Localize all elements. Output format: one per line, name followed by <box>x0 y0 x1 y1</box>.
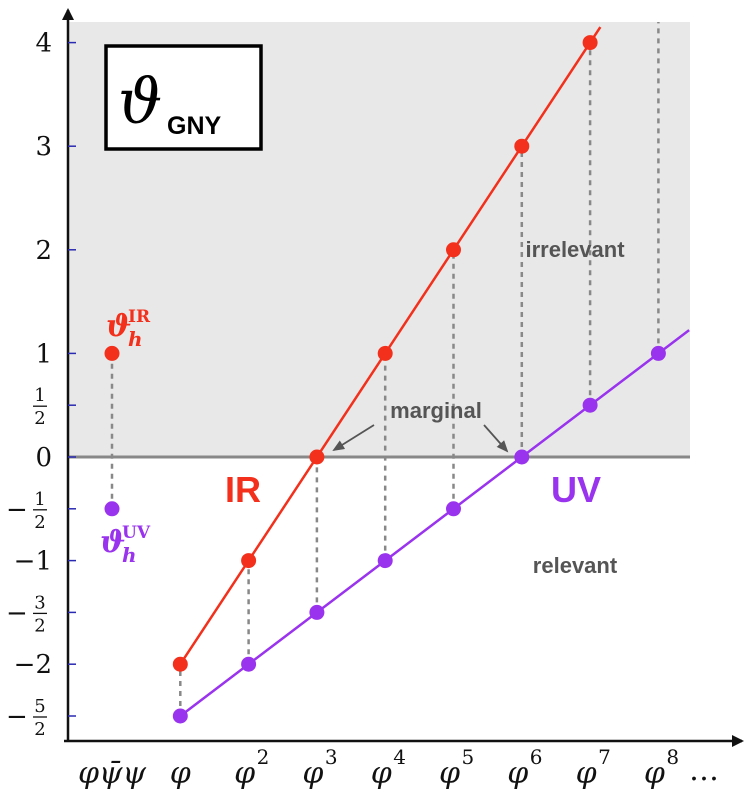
legend-ir-sup: IR <box>128 307 151 327</box>
x-tick-sup-4: 4 <box>393 745 406 769</box>
uv-point-0 <box>104 501 120 517</box>
x-tick-base-4: φ <box>371 756 392 791</box>
uv-point-8 <box>650 345 666 361</box>
y-tick-label-0: 4 <box>35 29 52 59</box>
y-tick-label-frac-4: 12 <box>33 385 47 429</box>
x-tick-label-1: φ <box>170 756 191 791</box>
legend-uv-sup: UV <box>122 523 151 543</box>
x-tick-base-7: φ <box>576 756 597 791</box>
legend-ir-sub: h <box>128 327 143 351</box>
x-tick-base-0: φψ̄ψ <box>78 756 147 791</box>
axes-layer <box>62 8 744 747</box>
y-tick-label-7: −1 <box>14 547 52 577</box>
x-tick-sup-6: 6 <box>530 745 543 769</box>
uv-series-label: UV <box>551 469 601 510</box>
x-axis-ellipsis: … <box>689 753 719 788</box>
marginal-arrow-uv <box>483 424 509 453</box>
y-tick-minus-8: − <box>6 598 28 628</box>
x-tick-sup-3: 3 <box>325 745 338 769</box>
uv-point-2 <box>241 656 257 672</box>
y-tick-label-2: 2 <box>35 236 52 266</box>
y-tick-label-9: −2 <box>14 650 52 680</box>
y-tick-denominator-10: 2 <box>34 719 45 740</box>
ir-point-6 <box>514 138 530 154</box>
y-tick-minus-6: − <box>6 495 28 525</box>
x-tick-base-3: φ <box>302 756 323 791</box>
x-tick-sup-7: 7 <box>598 745 611 769</box>
ir-point-7 <box>582 35 598 51</box>
y-tick-label-5: 0 <box>35 443 52 473</box>
uv-point-4 <box>377 553 393 569</box>
legend-uv-sub: h <box>122 543 137 567</box>
y-tick-numerator-4: 1 <box>34 385 45 406</box>
ir-series-label: IR <box>225 469 261 510</box>
marginal-arrow-ir <box>332 424 375 452</box>
uv-point-1 <box>172 708 188 724</box>
y-tick-label-frac-10: −52 <box>6 696 47 740</box>
y-tick-label-frac-8: −32 <box>6 592 47 636</box>
marginal-label: marginal <box>390 398 482 423</box>
legend-uv-symbol: ϑ <box>100 525 125 560</box>
y-tick-numerator-8: 3 <box>34 592 45 613</box>
title-frame <box>104 44 263 151</box>
y-tick-minus-10: − <box>6 702 28 732</box>
legend-uv: ϑ UV h <box>100 523 151 567</box>
irrelevant-label: irrelevant <box>525 237 625 262</box>
x-tick-base-1: φ <box>170 756 191 791</box>
y-tick-numerator-10: 5 <box>34 696 45 717</box>
x-tick-sup-5: 5 <box>462 745 475 769</box>
x-tick-sup-8: 8 <box>666 745 679 769</box>
y-tick-denominator-8: 2 <box>34 615 45 636</box>
legend-ir: ϑ IR h <box>106 307 151 351</box>
ir-point-4 <box>377 345 393 361</box>
data-point-layer <box>104 35 666 724</box>
uv-point-5 <box>446 501 461 517</box>
legend-ir-symbol: ϑ <box>106 309 131 344</box>
relevant-label: relevant <box>533 553 618 578</box>
x-tick-base-2: φ <box>234 756 255 791</box>
connector-layer <box>110 22 660 716</box>
uv-series-line <box>179 329 690 717</box>
uv-point-6 <box>514 449 530 465</box>
uv-point-3 <box>309 604 325 620</box>
chart-title-box: ϑ GNY <box>104 44 263 151</box>
x-tick-base-6: φ <box>507 756 528 791</box>
y-tick-label-1: 3 <box>35 132 52 162</box>
ir-point-0 <box>104 345 120 361</box>
x-tick-label-0: φψ̄ψ <box>78 756 147 791</box>
y-tick-denominator-4: 2 <box>34 408 45 429</box>
title-symbol: ϑ <box>118 65 162 138</box>
ir-point-1 <box>172 656 188 672</box>
ir-point-2 <box>241 553 257 569</box>
uv-point-7 <box>582 397 598 413</box>
y-tick-label-3: 1 <box>35 339 52 369</box>
x-tick-base-5: φ <box>439 756 460 791</box>
annotation-layer: irrelevant marginal relevant IR UV <box>225 237 625 578</box>
y-tick-label-frac-6: −12 <box>6 489 47 533</box>
x-tick-sup-2: 2 <box>257 745 270 769</box>
x-tick-base-8: φ <box>644 756 665 791</box>
y-tick-denominator-6: 2 <box>34 512 45 533</box>
ir-point-5 <box>446 242 461 258</box>
ir-point-3 <box>309 449 325 465</box>
title-subscript: GNY <box>167 112 222 140</box>
y-tick-numerator-6: 1 <box>34 489 45 510</box>
